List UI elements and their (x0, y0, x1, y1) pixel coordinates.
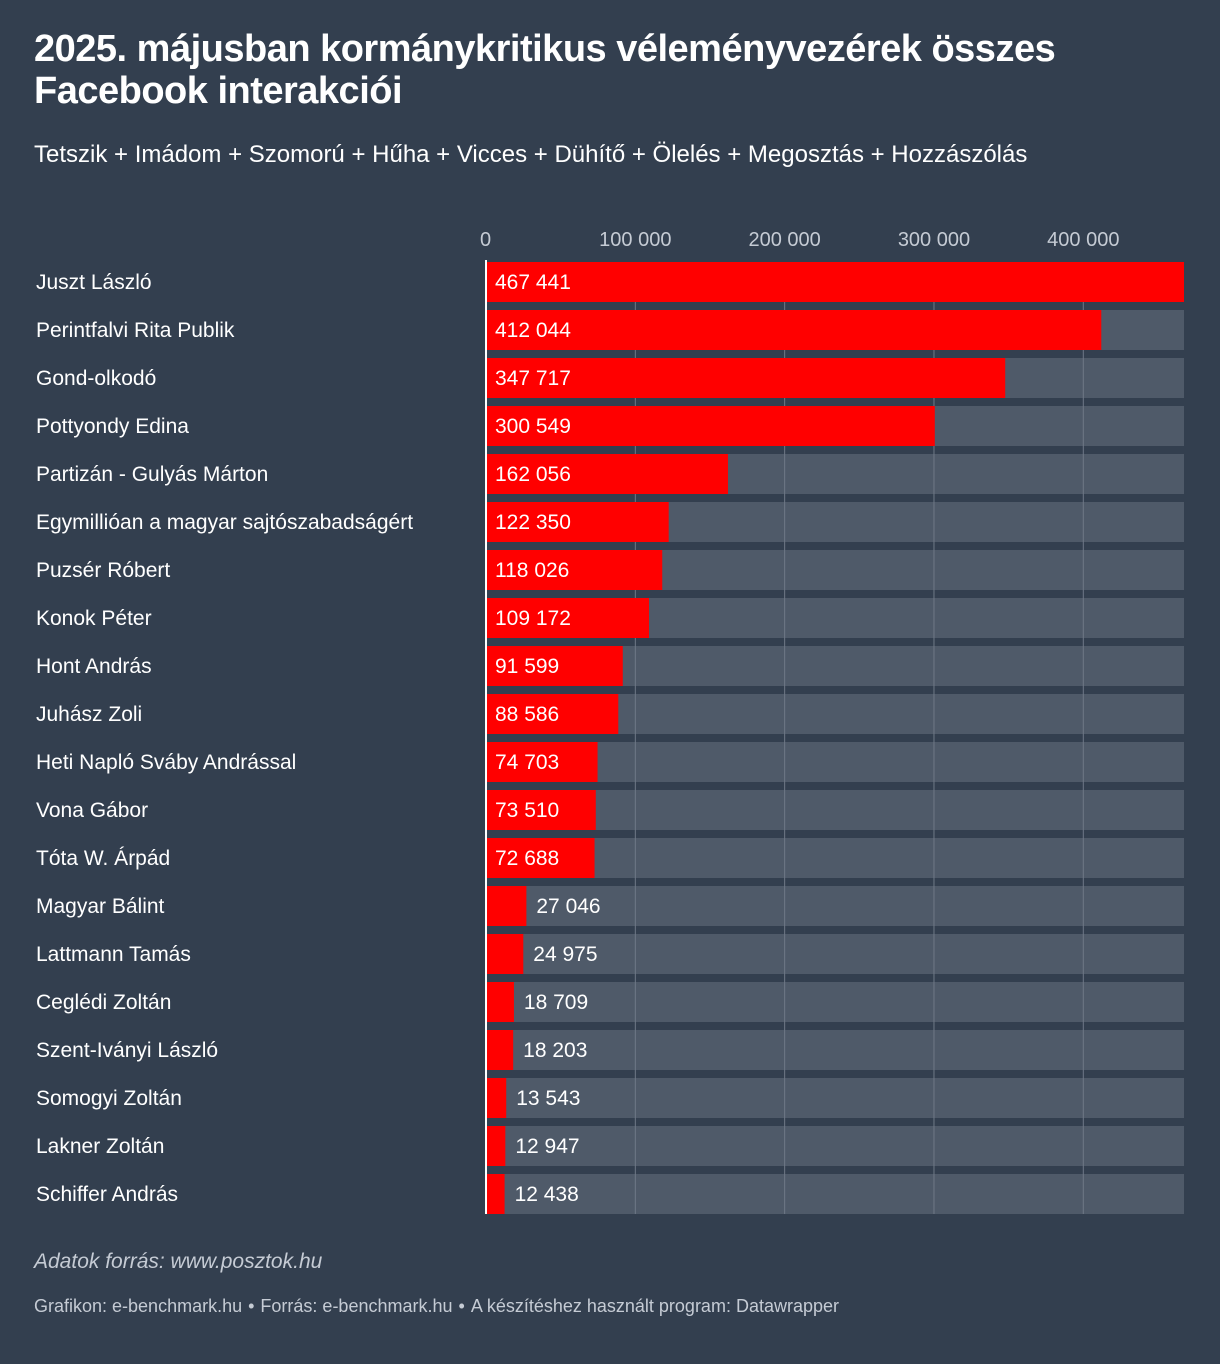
bar (486, 1078, 507, 1118)
category-label: Szent-Iványi László (36, 1039, 218, 1062)
bar-track (486, 1078, 1184, 1118)
bar (486, 886, 527, 926)
category-label: Lakner Zoltán (36, 1135, 164, 1158)
bar (486, 934, 524, 974)
bar (486, 1126, 506, 1166)
value-label: 72 688 (495, 847, 559, 870)
category-label: Magyar Bálint (36, 895, 165, 918)
value-label: 91 599 (495, 655, 559, 678)
footer-separator: • (458, 1296, 465, 1316)
category-label: Puzsér Róbert (36, 559, 170, 582)
category-label: Heti Napló Sváby Andrással (36, 751, 296, 774)
x-tick-label: 400 000 (1047, 229, 1119, 251)
bar-track (486, 1126, 1184, 1166)
category-label: Partizán - Gulyás Márton (36, 463, 268, 486)
category-label: Konok Péter (36, 607, 152, 630)
bar (486, 1030, 514, 1070)
value-label: 18 203 (523, 1039, 587, 1062)
category-label: Lattmann Tamás (36, 943, 191, 966)
value-label: 74 703 (495, 751, 559, 774)
value-label: 118 026 (495, 559, 569, 582)
category-label: Juszt László (36, 271, 152, 294)
bar (486, 646, 623, 686)
bar-track (486, 742, 1184, 782)
bar (486, 310, 1102, 350)
bar (486, 1174, 505, 1214)
value-label: 162 056 (495, 463, 571, 486)
category-label: Perintfalvi Rita Publik (36, 319, 235, 342)
bar (486, 982, 514, 1022)
bar-track (486, 1030, 1184, 1070)
bar-chart: 0 100 000 200 000 300 000 400 000 Juszt Lászl… (36, 229, 1184, 1214)
category-label: Schiffer András (36, 1183, 178, 1206)
bar (486, 598, 650, 638)
x-tick-label: 100 000 (599, 229, 671, 251)
category-label: Pottyondy Edina (36, 415, 189, 438)
value-label: 347 717 (495, 367, 571, 390)
value-label: 467 441 (495, 271, 571, 294)
bar (486, 790, 596, 830)
value-label: 73 510 (495, 799, 559, 822)
footer-source-credit: Forrás: e-benchmark.hu (260, 1296, 453, 1316)
category-label: Somogyi Zoltán (36, 1087, 182, 1110)
bar-track (486, 1174, 1184, 1214)
value-label: 13 543 (516, 1087, 580, 1110)
value-label: 18 709 (524, 991, 588, 1014)
category-label: Egymillióan a magyar sajtószabadságért (36, 511, 413, 534)
bar (486, 694, 619, 734)
chart-subtitle: Tetszik + Imádom + Szomorú + Hűha + Vicc… (34, 141, 1028, 168)
bar-track (486, 790, 1184, 830)
bar (486, 406, 935, 446)
bar-track (486, 886, 1184, 926)
chart-title: 2025. májusban kormánykritikus véleményv… (34, 28, 1056, 112)
category-label: Juhász Zoli (36, 703, 142, 726)
footer: Grafikon: e-benchmark.hu • Forrás: e-bench… (34, 1296, 839, 1317)
data-source-note: Adatok forrás: www.posztok.hu (34, 1250, 323, 1273)
value-label: 300 549 (495, 415, 571, 438)
category-label: Vona Gábor (36, 799, 148, 822)
bar-track (486, 982, 1184, 1022)
value-label: 122 350 (495, 511, 571, 534)
value-label: 88 586 (495, 703, 559, 726)
value-label: 109 172 (495, 607, 571, 630)
value-label: 12 947 (515, 1135, 579, 1158)
bar (486, 838, 595, 878)
footer-graphic-credit: Grafikon: e-benchmark.hu (34, 1296, 243, 1316)
footer-program-credit: A készítéshez használt program: Datawrap… (470, 1296, 839, 1316)
bar (486, 550, 663, 590)
x-tick-label: 0 (480, 229, 491, 251)
value-label: 27 046 (536, 895, 600, 918)
value-label: 412 044 (495, 319, 571, 342)
bar (486, 502, 669, 542)
value-label: 24 975 (533, 943, 597, 966)
category-label: Hont András (36, 655, 152, 678)
bar (486, 262, 1184, 302)
bar (486, 454, 728, 494)
value-label: 12 438 (515, 1183, 579, 1206)
bar-track (486, 838, 1184, 878)
x-tick-label: 300 000 (898, 229, 970, 251)
bar (486, 742, 598, 782)
bar-track (486, 934, 1184, 974)
category-label: Gond-olkodó (36, 367, 156, 390)
bar (486, 358, 1006, 398)
category-label: Tóta W. Árpád (36, 847, 170, 870)
footer-separator: • (248, 1296, 255, 1316)
category-label: Ceglédi Zoltán (36, 991, 171, 1014)
x-tick-label: 200 000 (748, 229, 820, 251)
